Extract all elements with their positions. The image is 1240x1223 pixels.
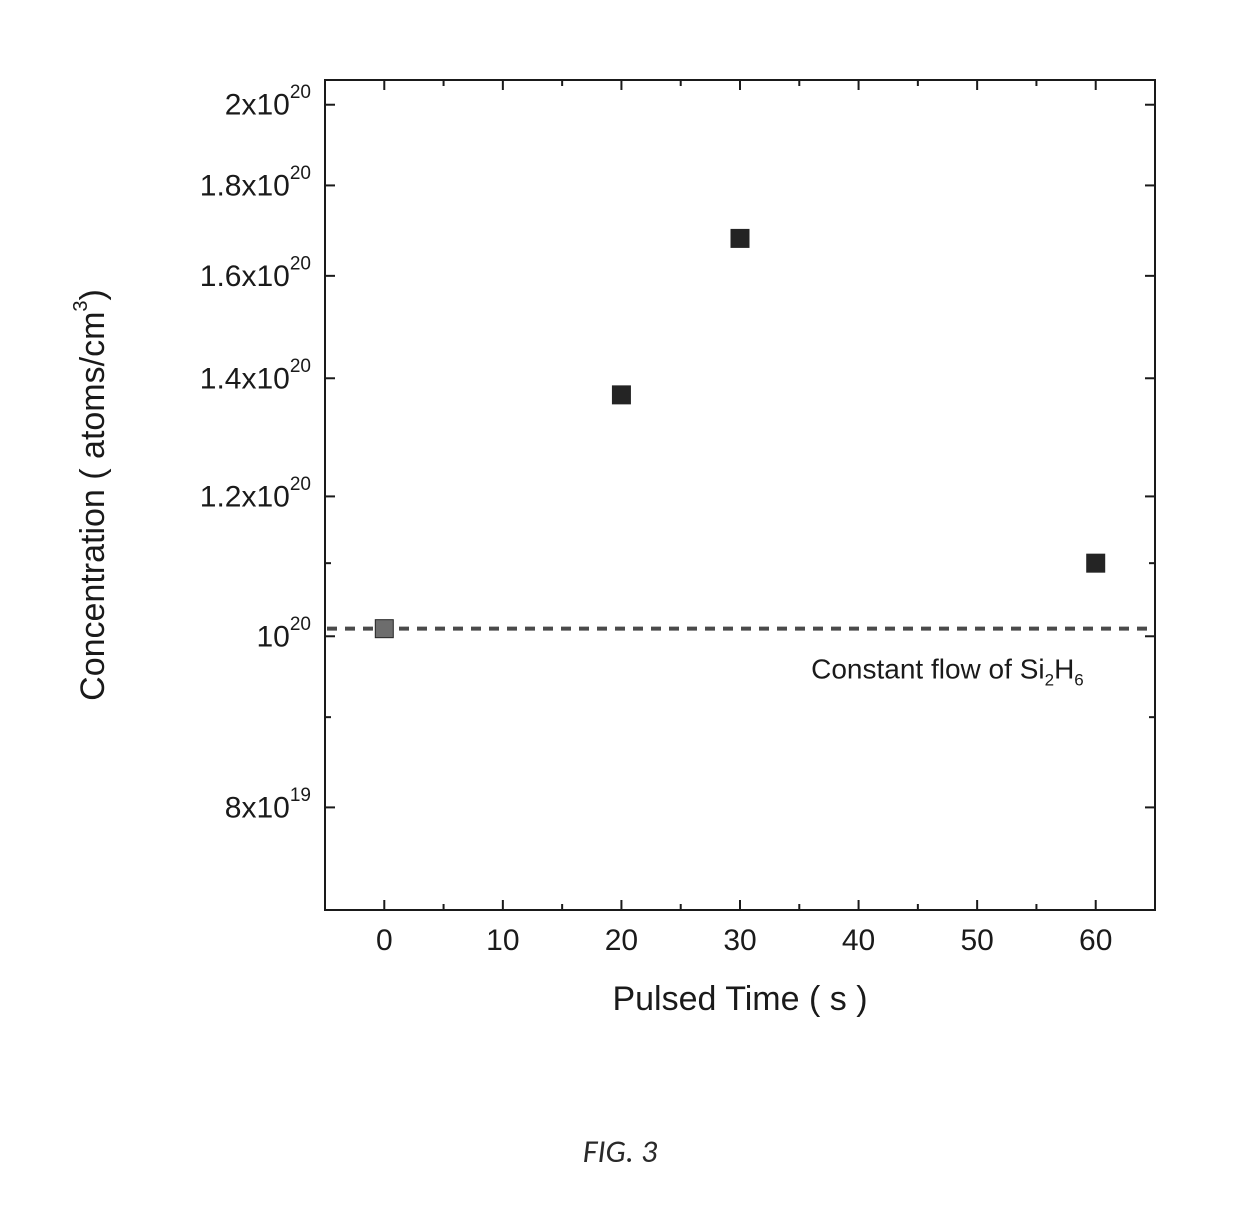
figure-caption-text: FIG. 3 [583, 1132, 657, 1171]
svg-text:30: 30 [723, 924, 756, 957]
page: 01020304050608x101910201.2x10201.4x10201… [0, 0, 1240, 1223]
figure-caption: FIG. 3 [0, 1132, 1240, 1171]
svg-text:40: 40 [842, 924, 875, 957]
svg-text:Constant flow of Si2H6: Constant flow of Si2H6 [811, 654, 1084, 690]
svg-text:1.6x1020: 1.6x1020 [200, 253, 311, 292]
scatter-chart: 01020304050608x101910201.2x10201.4x10201… [60, 70, 1180, 1070]
svg-text:50: 50 [960, 924, 993, 957]
svg-text:Pulsed Time ( s ): Pulsed Time ( s ) [612, 980, 867, 1018]
svg-text:0: 0 [376, 924, 393, 957]
svg-text:2x1020: 2x1020 [225, 82, 311, 122]
svg-text:Concentration ( atoms/cm3): Concentration ( atoms/cm3) [70, 289, 112, 701]
svg-text:1.8x1020: 1.8x1020 [200, 163, 311, 203]
svg-text:10: 10 [486, 924, 519, 957]
chart-container: 01020304050608x101910201.2x10201.4x10201… [60, 70, 1180, 1070]
svg-text:8x1019: 8x1019 [225, 785, 311, 825]
svg-text:20: 20 [605, 924, 638, 957]
svg-text:1.4x1020: 1.4x1020 [200, 356, 311, 396]
svg-text:1.2x1020: 1.2x1020 [200, 474, 311, 514]
svg-text:60: 60 [1079, 924, 1112, 957]
svg-text:1020: 1020 [256, 614, 311, 654]
